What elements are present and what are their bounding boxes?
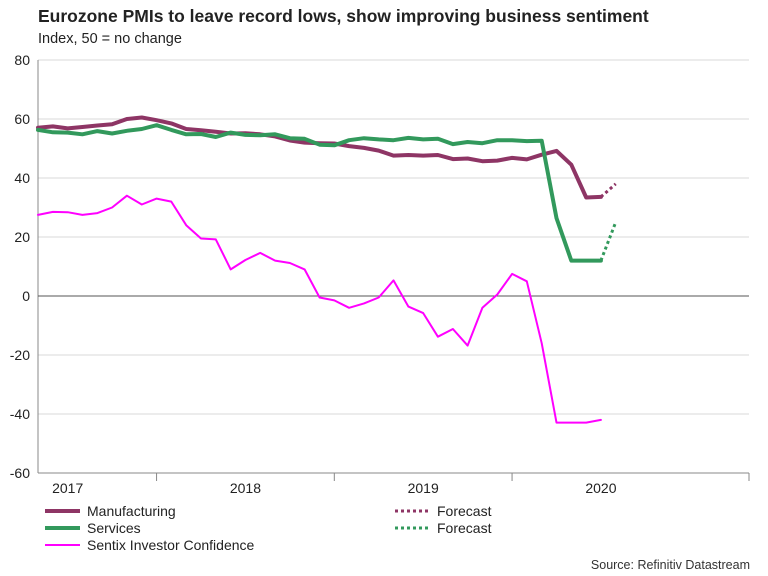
y-tick-label: 40 <box>14 170 30 186</box>
series-line-manufacturing <box>36 115 603 200</box>
series-line-manufacturing-forecast <box>599 182 617 199</box>
series-line-sentix <box>37 194 602 424</box>
x-tick-label: 2019 <box>408 480 439 496</box>
x-tick-label: 2018 <box>230 480 261 496</box>
legend-label: Sentix Investor Confidence <box>87 537 255 553</box>
y-tick-label: 20 <box>14 229 30 245</box>
legend-label: Forecast <box>437 503 492 519</box>
y-tick-label: 80 <box>14 52 30 68</box>
source-note: Source: Refinitiv Datastream <box>590 558 750 572</box>
chart-title: Eurozone PMIs to leave record lows, show… <box>38 6 649 26</box>
series-layer <box>36 115 618 424</box>
y-tick-label: 60 <box>14 111 30 127</box>
y-tick-label: -20 <box>10 347 30 363</box>
chart-subtitle: Index, 50 = no change <box>38 31 182 47</box>
x-tick-label: 2020 <box>585 480 616 496</box>
series-line-services <box>36 123 603 263</box>
legend-label: Manufacturing <box>87 503 176 519</box>
grid-layer <box>38 59 749 415</box>
y-tick-label: -60 <box>10 465 30 481</box>
x-tick-label: 2017 <box>52 480 83 496</box>
legend-label: Forecast <box>437 520 492 536</box>
y-tick-label: -40 <box>10 406 30 422</box>
y-tick-label: 0 <box>22 288 30 304</box>
series-line-services-forecast <box>599 221 618 262</box>
legend-label: Services <box>87 520 141 536</box>
axis-layer: 80 60 40 20 0 -20 -40 -60 2017 2018 2019 2020 <box>10 52 750 496</box>
